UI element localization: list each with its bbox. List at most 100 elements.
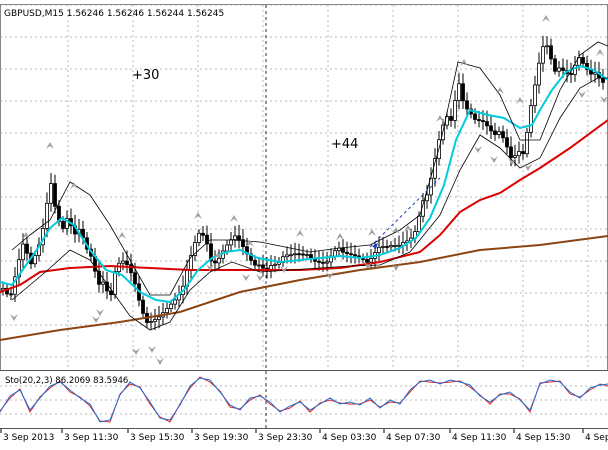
candle-body bbox=[533, 84, 537, 107]
time-tick-label: 3 Sep 11:30 bbox=[64, 433, 119, 443]
candle-body bbox=[285, 254, 289, 258]
candle-body bbox=[497, 131, 501, 135]
fractal-up-arrow bbox=[596, 49, 604, 56]
candle-body bbox=[5, 287, 9, 295]
candle-body bbox=[465, 100, 469, 110]
fractal-up-arrow bbox=[46, 142, 54, 149]
candle-body bbox=[65, 218, 69, 229]
candle-body bbox=[521, 151, 525, 155]
time-tick-label: 3 Sep 23:30 bbox=[258, 433, 313, 443]
trade-marker bbox=[372, 243, 378, 249]
candle-body bbox=[601, 77, 605, 83]
time-tick-label: 4 Sep 11:30 bbox=[452, 433, 507, 443]
candle-body bbox=[517, 151, 521, 157]
candle-body bbox=[169, 303, 173, 309]
candle-body bbox=[389, 245, 393, 248]
time-tick-label: 4 Sep 03:30 bbox=[322, 433, 377, 443]
candle-body bbox=[553, 58, 557, 72]
candle-body bbox=[353, 254, 357, 257]
candle-body bbox=[325, 261, 329, 264]
candle-body bbox=[205, 234, 209, 245]
fractal-up-arrow bbox=[460, 59, 468, 66]
candle-body bbox=[369, 258, 373, 263]
fractal-up-arrow bbox=[194, 212, 202, 219]
candle-body bbox=[297, 253, 301, 256]
envelope-lower-line bbox=[11, 77, 608, 331]
candle-body bbox=[241, 239, 245, 248]
candle-body bbox=[537, 62, 541, 86]
candle-body bbox=[461, 83, 465, 102]
time-tick-label: 4 Sep 07:30 bbox=[386, 433, 441, 443]
candle-body bbox=[333, 250, 337, 257]
profit-annotation: +44 bbox=[331, 137, 359, 152]
fractal-up-arrow bbox=[70, 182, 78, 189]
candle-body bbox=[541, 46, 545, 64]
symbol-info: GBPUSD,M15 1.56246 1.56246 1.56244 1.562… bbox=[4, 9, 225, 19]
profit-annotation: +30 bbox=[132, 68, 160, 83]
candle-body bbox=[257, 264, 261, 267]
candle-body bbox=[549, 45, 553, 60]
candle-body bbox=[141, 299, 145, 314]
candle-body bbox=[529, 105, 533, 133]
candle-body bbox=[173, 299, 177, 305]
fractal-up-arrow bbox=[436, 115, 444, 122]
candle-body bbox=[501, 131, 505, 139]
candle-body bbox=[273, 263, 277, 266]
candle-body bbox=[121, 260, 125, 264]
candle-body bbox=[489, 125, 493, 132]
candle-body bbox=[485, 121, 489, 127]
candle-body bbox=[425, 194, 429, 202]
candle-body bbox=[473, 113, 477, 120]
fractal-down-arrow bbox=[364, 262, 372, 269]
candle-body bbox=[341, 247, 345, 253]
fractal-up-arrow bbox=[368, 229, 376, 236]
candle-body bbox=[45, 202, 49, 229]
candle-body bbox=[365, 259, 369, 263]
fractal-up-arrow bbox=[214, 252, 222, 259]
candle-body bbox=[345, 251, 349, 255]
fractal-down-arrow bbox=[242, 274, 250, 281]
candle-body bbox=[109, 290, 113, 296]
candle-body bbox=[393, 245, 397, 247]
stochastic-main-line bbox=[0, 377, 608, 423]
candle-body bbox=[593, 72, 597, 75]
candle-body bbox=[585, 62, 589, 70]
fractal-down-arrow bbox=[326, 272, 334, 279]
fractal-down-arrow bbox=[474, 146, 482, 153]
candle-body bbox=[545, 45, 549, 48]
candle-body bbox=[33, 255, 37, 265]
candle-body bbox=[417, 215, 421, 232]
candle-body bbox=[101, 281, 105, 285]
candle-body bbox=[581, 57, 585, 64]
envelope-upper-line bbox=[11, 41, 608, 296]
candle-body bbox=[321, 261, 325, 264]
candle-body bbox=[381, 246, 385, 248]
candle-body bbox=[301, 253, 305, 256]
mid-ma-line bbox=[0, 119, 608, 293]
candle-body bbox=[9, 293, 13, 296]
candle-body bbox=[193, 242, 197, 256]
candle-body bbox=[289, 254, 293, 257]
fractal-down-arrow bbox=[392, 264, 400, 271]
fractal-down-arrow bbox=[508, 158, 516, 165]
candle-body bbox=[317, 260, 321, 263]
fractal-down-arrow bbox=[10, 314, 18, 321]
time-tick-label: 4 Sep 1 bbox=[585, 433, 608, 443]
time-tick-label: 3 Sep 19:30 bbox=[194, 433, 249, 443]
fractal-up-arrow bbox=[230, 215, 238, 222]
candle-body bbox=[217, 257, 221, 264]
candle-body bbox=[509, 146, 513, 158]
candle-body bbox=[453, 100, 457, 121]
candle-body bbox=[201, 232, 205, 236]
candle-body bbox=[97, 270, 101, 285]
fractal-down-arrow bbox=[92, 316, 100, 323]
fractal-down-arrow bbox=[132, 348, 140, 355]
stochastic-info: Sto(20,2,3) 86.2069 83.5946 bbox=[5, 376, 129, 386]
candle-body bbox=[129, 264, 133, 274]
fractal-up-arrow bbox=[246, 240, 254, 247]
candle-body bbox=[125, 260, 129, 266]
candle-body bbox=[397, 244, 401, 247]
candle-body bbox=[309, 254, 313, 259]
